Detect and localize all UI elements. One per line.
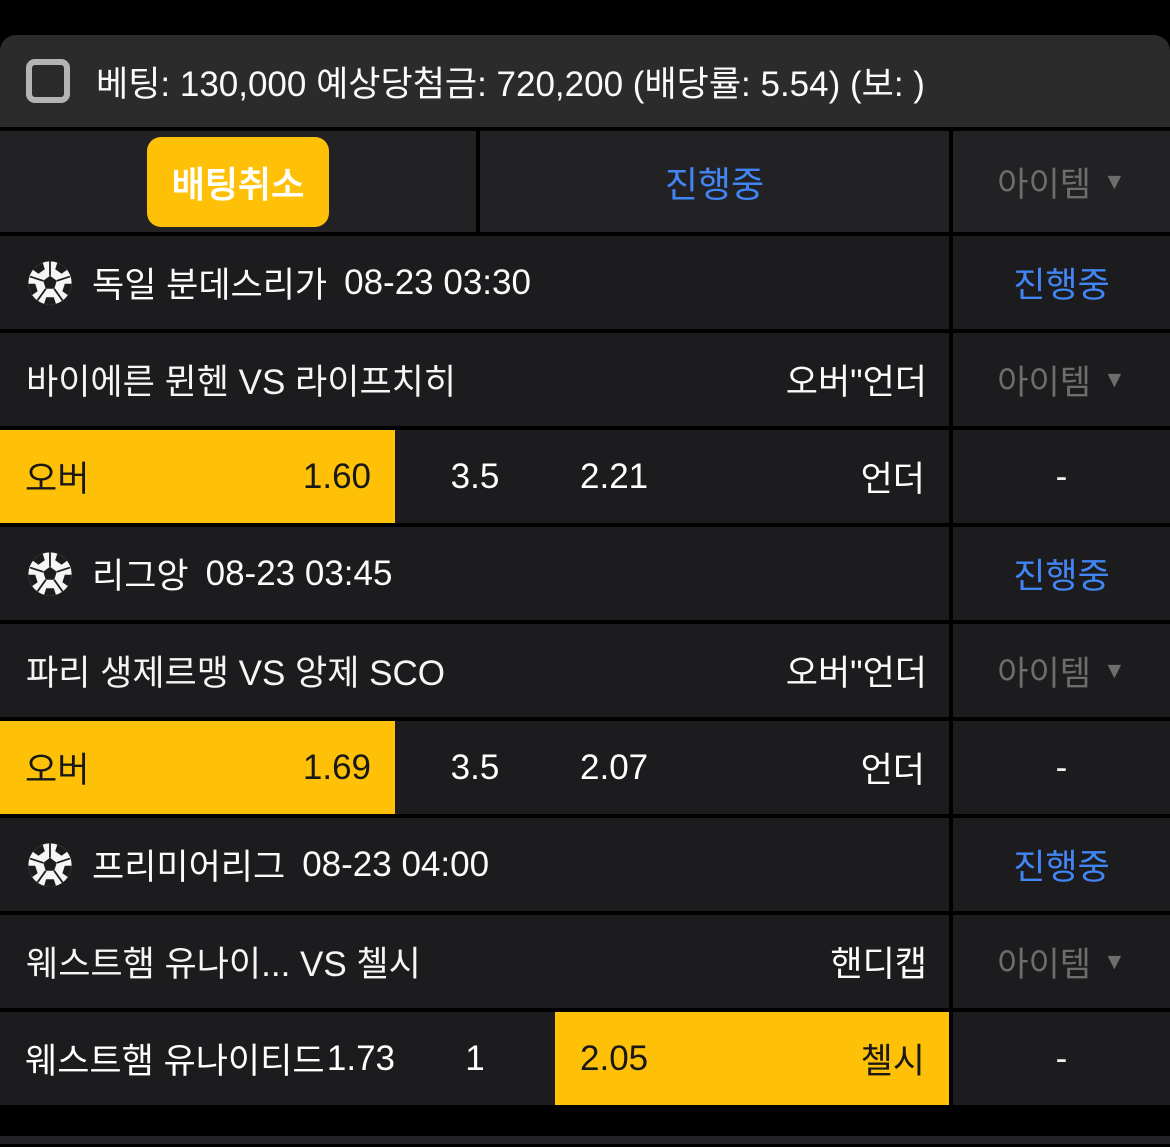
chevron-down-icon: ▼ xyxy=(1103,366,1126,392)
bet-result: - xyxy=(1055,747,1068,787)
match2-teams-row: 파리 생제르맹 VS 앙제 SCO 오버"언더 아이템 ▼ xyxy=(0,624,1170,717)
market-label: 오버"언더 xyxy=(785,363,927,402)
away-bet-odds: 2.05 xyxy=(580,1038,649,1078)
item-dropdown-label: 아이템 xyxy=(997,946,1092,984)
league-name: 리그앙 xyxy=(92,557,189,596)
home-bet-odds: 1.60 xyxy=(302,456,371,496)
home-bet-cell[interactable]: 웨스트햄 유나이티드 1.73 xyxy=(0,1012,395,1105)
match-item-dropdown[interactable]: 아이템 ▼ xyxy=(997,355,1126,404)
match3-league-row: 프리미어리그 08-23 04:00 진행중 xyxy=(0,818,1170,911)
match3-odds-row: 웨스트햄 유나이티드 1.73 1 2.05 첼시 - xyxy=(0,1012,1170,1105)
cancel-bet-button[interactable]: 배팅취소 xyxy=(146,136,330,227)
away-bet-cell[interactable]: 2.05 첼시 xyxy=(555,1012,949,1105)
slip-item-section: 아이템 ▼ xyxy=(953,131,1170,232)
item-dropdown-label: 아이템 xyxy=(997,655,1092,693)
soccer-ball-icon xyxy=(26,841,74,889)
match-status-badge: 진행중 xyxy=(1013,266,1110,305)
cancel-section: 배팅취소 xyxy=(0,131,476,232)
chevron-down-icon: ▼ xyxy=(1103,657,1126,683)
home-bet-odds: 1.69 xyxy=(302,747,371,787)
away-bet-label: 언더 xyxy=(860,751,925,790)
home-bet-label: 오버 xyxy=(25,751,90,790)
slip-status-section: 진행중 xyxy=(480,131,949,232)
market-label: 오버"언더 xyxy=(785,654,927,693)
line-value: 3.5 xyxy=(450,747,500,787)
match-start-time: 08-23 03:45 xyxy=(205,553,393,593)
home-bet-cell[interactable]: 오버 1.69 xyxy=(0,721,395,814)
teams-label: 바이에른 뮌헨 VS 라이프치히 xyxy=(26,363,457,402)
chevron-down-icon: ▼ xyxy=(1103,948,1126,974)
market-label: 핸디캡 xyxy=(830,945,927,984)
line-cell[interactable]: 1 xyxy=(395,1012,555,1105)
away-bet-label: 언더 xyxy=(860,460,925,499)
match3-teams-row: 웨스트햄 유나이... VS 첼시 핸디캡 아이템 ▼ xyxy=(0,915,1170,1008)
soccer-ball-icon xyxy=(26,550,74,598)
away-bet-label: 첼시 xyxy=(860,1042,925,1081)
away-bet-cell[interactable]: 2.07 언더 xyxy=(555,721,949,814)
league-name: 독일 분데스리가 xyxy=(92,266,328,305)
slip-summary: 베팅: 130,000 예상당첨금: 720,200 (배당률: 5.54) (… xyxy=(96,64,925,104)
teams-label: 파리 생제르맹 VS 앙제 SCO xyxy=(26,654,446,693)
bottom-divider xyxy=(0,1136,1170,1144)
slip-checkbox[interactable] xyxy=(26,59,70,103)
line-cell[interactable]: 3.5 xyxy=(395,430,555,523)
home-bet-label: 웨스트햄 유나이티드 xyxy=(25,1042,325,1081)
line-value: 1 xyxy=(465,1038,485,1078)
line-value: 3.5 xyxy=(450,456,500,496)
league-name: 프리미어리그 xyxy=(92,848,286,887)
away-bet-odds: 2.21 xyxy=(580,456,649,496)
item-dropdown-label: 아이템 xyxy=(997,166,1092,204)
match1-odds-row: 오버 1.60 3.5 2.21 언더 - xyxy=(0,430,1170,523)
item-dropdown-label: 아이템 xyxy=(997,364,1092,402)
line-cell[interactable]: 3.5 xyxy=(395,721,555,814)
home-bet-label: 오버 xyxy=(25,460,90,499)
match1-teams-row: 바이에른 뮌헨 VS 라이프치히 오버"언더 아이템 ▼ xyxy=(0,333,1170,426)
match-item-dropdown[interactable]: 아이템 ▼ xyxy=(997,937,1126,986)
slip-header: 베팅: 130,000 예상당첨금: 720,200 (배당률: 5.54) (… xyxy=(0,35,1170,127)
match-status-badge: 진행중 xyxy=(1013,848,1110,887)
away-bet-cell[interactable]: 2.21 언더 xyxy=(555,430,949,523)
slip-status-badge: 진행중 xyxy=(664,163,765,205)
slip-item-dropdown[interactable]: 아이템 ▼ xyxy=(997,157,1126,206)
match-start-time: 08-23 04:00 xyxy=(302,844,490,884)
bet-result: - xyxy=(1055,1038,1068,1078)
chevron-down-icon: ▼ xyxy=(1103,168,1126,194)
home-bet-odds: 1.73 xyxy=(326,1038,395,1078)
match-status-badge: 진행중 xyxy=(1013,557,1110,596)
match2-league-row: 리그앙 08-23 03:45 진행중 xyxy=(0,527,1170,620)
bet-slip-card: 베팅: 130,000 예상당첨금: 720,200 (배당률: 5.54) (… xyxy=(0,35,1170,1105)
away-bet-odds: 2.07 xyxy=(580,747,649,787)
soccer-ball-icon xyxy=(26,259,74,307)
match1-league-row: 독일 분데스리가 08-23 03:30 진행중 xyxy=(0,236,1170,329)
match-start-time: 08-23 03:30 xyxy=(344,262,531,302)
teams-label: 웨스트햄 유나이... VS 첼시 xyxy=(26,945,421,984)
match2-odds-row: 오버 1.69 3.5 2.07 언더 - xyxy=(0,721,1170,814)
home-bet-cell[interactable]: 오버 1.60 xyxy=(0,430,395,523)
bet-result: - xyxy=(1055,456,1068,496)
match-item-dropdown[interactable]: 아이템 ▼ xyxy=(997,646,1126,695)
slip-action-row: 배팅취소 진행중 아이템 ▼ xyxy=(0,131,1170,232)
